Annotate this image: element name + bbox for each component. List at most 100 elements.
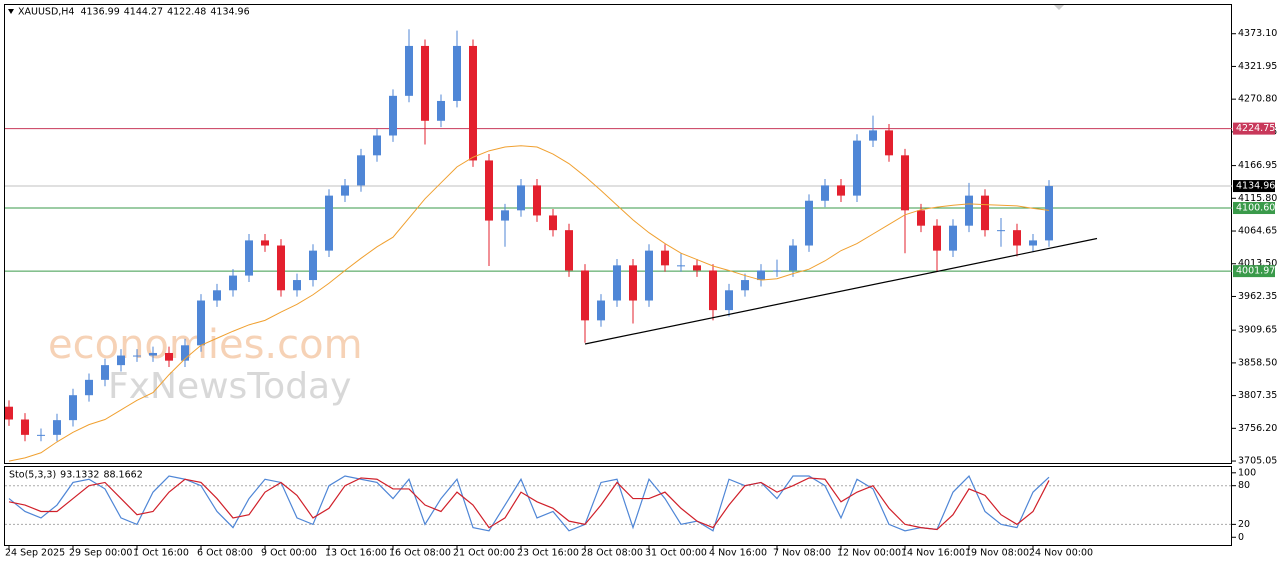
candle-body (373, 135, 381, 156)
menu-arrow[interactable] (8, 9, 14, 14)
ohlc-value: 4134.96 (210, 7, 249, 18)
x-tick-label: 19 Nov 08:00 (965, 548, 1029, 559)
stoch-panel (4, 466, 1232, 546)
y-tick-label: 4115.80 (1238, 193, 1277, 204)
candle-body (741, 280, 749, 291)
x-tick-label: 9 Oct 00:00 (261, 548, 317, 559)
candle-body (1045, 186, 1053, 241)
candle-body (997, 230, 1005, 232)
indicator-value: 93.1332 (60, 470, 99, 481)
candle-body (821, 185, 829, 201)
candle-body (613, 265, 621, 301)
price-label-box (1233, 180, 1275, 193)
candle-body (773, 270, 781, 272)
candle-body (277, 245, 285, 291)
candle-body (53, 420, 61, 435)
x-tick-label: 4 Nov 16:00 (709, 548, 767, 559)
candle-body (805, 200, 813, 246)
y-tick-label: 0 (1238, 532, 1244, 543)
indicator-value: 88.1662 (103, 470, 142, 481)
x-tick-label: 31 Oct 00:00 (645, 548, 707, 559)
candle-body (933, 225, 941, 251)
y-tick-label: 3962.35 (1238, 291, 1277, 302)
x-tick-label: 13 Oct 16:00 (325, 548, 387, 559)
chart-title: XAUUSD,H4 (18, 7, 74, 18)
candle-body (261, 240, 269, 246)
x-tick-label: 1 Oct 16:00 (133, 548, 189, 559)
candle-body (405, 45, 413, 96)
x-tick-label: 21 Oct 00:00 (453, 548, 515, 559)
x-tick-label: 14 Nov 16:00 (901, 548, 965, 559)
candle-body (165, 352, 173, 361)
x-tick-label: 23 Oct 16:00 (517, 548, 579, 559)
candle-body (37, 434, 45, 436)
level-label: 4001.97 (1236, 266, 1275, 277)
candle-body (85, 379, 93, 396)
moving-average (8, 145, 1050, 462)
candle-body (869, 130, 877, 141)
candle-body (133, 355, 141, 357)
candle-body (597, 300, 605, 321)
candle-body (981, 195, 989, 231)
x-tick-label: 6 Oct 08:00 (197, 548, 253, 559)
candle-body (181, 345, 189, 361)
x-tick-label: 12 Nov 00:00 (837, 548, 901, 559)
candle-body (693, 265, 701, 271)
candle-body (437, 100, 445, 121)
y-tick-label: 3858.50 (1238, 357, 1277, 368)
x-tick-label: 24 Nov 00:00 (1029, 548, 1093, 559)
x-tick-label: 7 Nov 08:00 (773, 548, 831, 559)
candle-body (885, 130, 893, 156)
x-tick-label: 28 Oct 08:00 (581, 548, 643, 559)
trendline (584, 237, 1098, 345)
candle-body (229, 275, 237, 291)
candle-body (5, 406, 13, 420)
candle-body (69, 395, 77, 421)
y-tick-label: 100 (1238, 467, 1256, 478)
candle-body (245, 240, 253, 276)
watermark: economies.com (48, 322, 363, 368)
candle-body (853, 140, 861, 196)
ohlc-value: 4136.99 (80, 7, 119, 18)
level-label: 4224.75 (1236, 123, 1275, 134)
y-tick-label: 4013.50 (1238, 258, 1277, 269)
candle-body (965, 195, 973, 226)
y-tick-label: 4166.95 (1238, 160, 1277, 171)
candle-body (1013, 230, 1021, 246)
main-panel (4, 4, 1232, 464)
watermark: FxNewsToday (108, 366, 351, 407)
candle-body (309, 250, 317, 281)
candle-body (709, 270, 717, 311)
candle-body (949, 225, 957, 251)
candle-body (917, 210, 925, 226)
candle-body (757, 270, 765, 281)
y-tick-label: 4321.95 (1238, 61, 1277, 72)
candle-body (485, 160, 493, 221)
y-tick-label: 3909.65 (1238, 325, 1277, 336)
level-label-box (1233, 202, 1275, 215)
candle-body (581, 270, 589, 321)
candle-body (101, 365, 109, 380)
scroll-marker (1054, 5, 1064, 10)
y-tick-label: 3756.20 (1238, 423, 1277, 434)
candle-body (389, 95, 397, 136)
candle-body (789, 245, 797, 271)
x-tick-label: 24 Sep 2025 (5, 548, 65, 559)
candle-body (677, 265, 685, 267)
candle-body (453, 45, 461, 101)
candle-body (325, 195, 333, 251)
y-tick-label: 4373.10 (1238, 28, 1277, 39)
candle-body (725, 290, 733, 311)
candle-body (533, 185, 541, 216)
candle-body (357, 155, 365, 186)
y-tick-label: 80 (1238, 480, 1250, 491)
ohlc-value: 4144.27 (124, 7, 163, 18)
candle-body (1029, 240, 1037, 246)
candle-body (21, 419, 29, 435)
y-tick-label: 4270.80 (1238, 94, 1277, 105)
y-tick-label: 3705.05 (1238, 456, 1277, 467)
candle-body (469, 45, 477, 161)
candle-body (837, 185, 845, 196)
